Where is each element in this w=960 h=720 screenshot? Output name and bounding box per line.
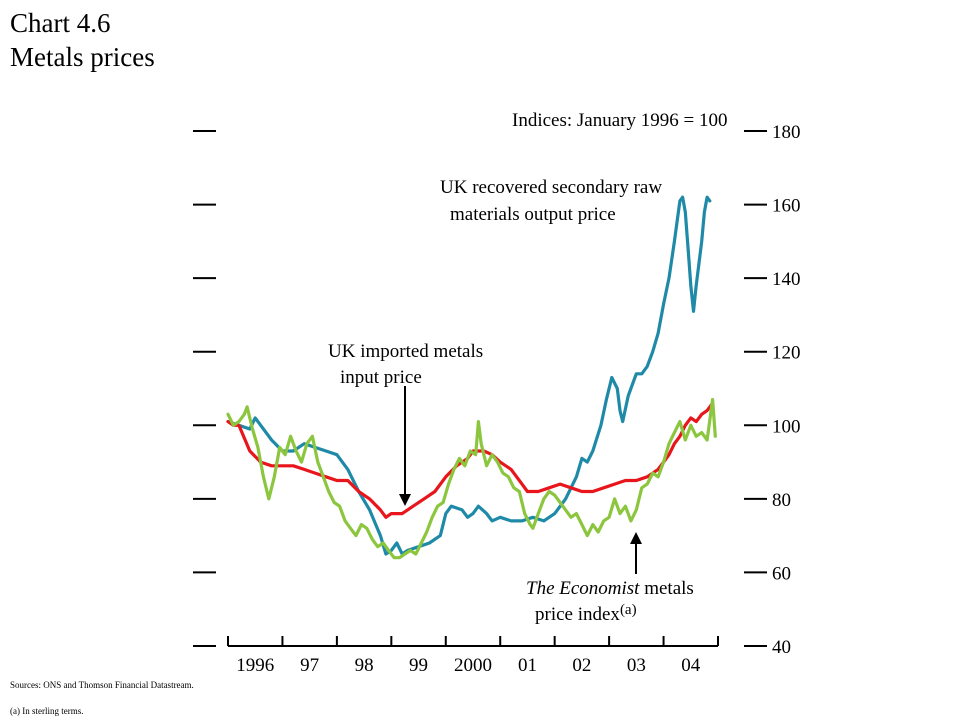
sources-note: Sources: ONS and Thomson Financial Datas… — [10, 680, 194, 690]
y-axis-labels-right: 40 60 80 100 120 140 160 180 — [772, 122, 801, 658]
y-tick-label-160: 160 — [772, 196, 801, 217]
series-label-economist-line1: The Economist metals — [526, 578, 694, 599]
chart-name: Metals prices — [10, 42, 155, 72]
series-line-recovered — [226, 195, 712, 556]
arrow-imported — [399, 386, 411, 506]
y-tick-label-80: 80 — [772, 490, 791, 511]
x-tick-label-97: 97 — [300, 655, 319, 676]
y-tick-label-60: 60 — [772, 563, 791, 584]
series-label-recovered-line2: materials output price — [450, 204, 616, 225]
series-label-economist-sup: (a) — [620, 602, 637, 618]
series-label-imported-line1: UK imported metals — [328, 341, 483, 362]
y-tick-label-120: 120 — [772, 343, 801, 364]
series-label-economist-text: price index — [535, 604, 620, 625]
x-tick-label-02: 02 — [572, 655, 591, 676]
x-tick-label-98: 98 — [355, 655, 374, 676]
series-label-imported-line2: input price — [340, 367, 422, 388]
chart-title: Chart 4.6 Metals prices — [10, 6, 155, 74]
x-tick-label-03: 03 — [627, 655, 646, 676]
units-note: Indices: January 1996 = 100 — [512, 110, 727, 131]
series-lines — [226, 195, 717, 560]
series-label-economist-line2: price index(a) — [535, 602, 637, 625]
x-tick-label-01: 01 — [518, 655, 537, 676]
chart-number: Chart 4.6 — [10, 8, 111, 38]
arrow-economist — [630, 532, 642, 574]
x-tick-label-04: 04 — [681, 655, 701, 676]
y-tick-label-180: 180 — [772, 122, 801, 143]
x-tick-label-99: 99 — [409, 655, 428, 676]
x-axis: 1996 97 98 99 2000 01 02 03 04 — [227, 636, 719, 676]
y-tick-label-140: 140 — [772, 269, 801, 290]
y-tick-label-40: 40 — [772, 637, 791, 658]
footnote-a: (a) In sterling terms. — [10, 706, 84, 716]
y-axis-ticks-right — [744, 130, 767, 647]
x-tick-label-2000: 2000 — [454, 655, 492, 676]
series-label-recovered-line1: UK recovered secondary raw — [440, 177, 662, 198]
y-tick-label-100: 100 — [772, 416, 801, 437]
x-tick-label-1996: 1996 — [236, 655, 274, 676]
series-label-economist-italic: The Economist — [526, 578, 640, 599]
series-line-economist — [226, 397, 717, 560]
y-axis-ticks-left — [193, 130, 216, 647]
series-label-economist-rest: metals — [639, 578, 693, 599]
